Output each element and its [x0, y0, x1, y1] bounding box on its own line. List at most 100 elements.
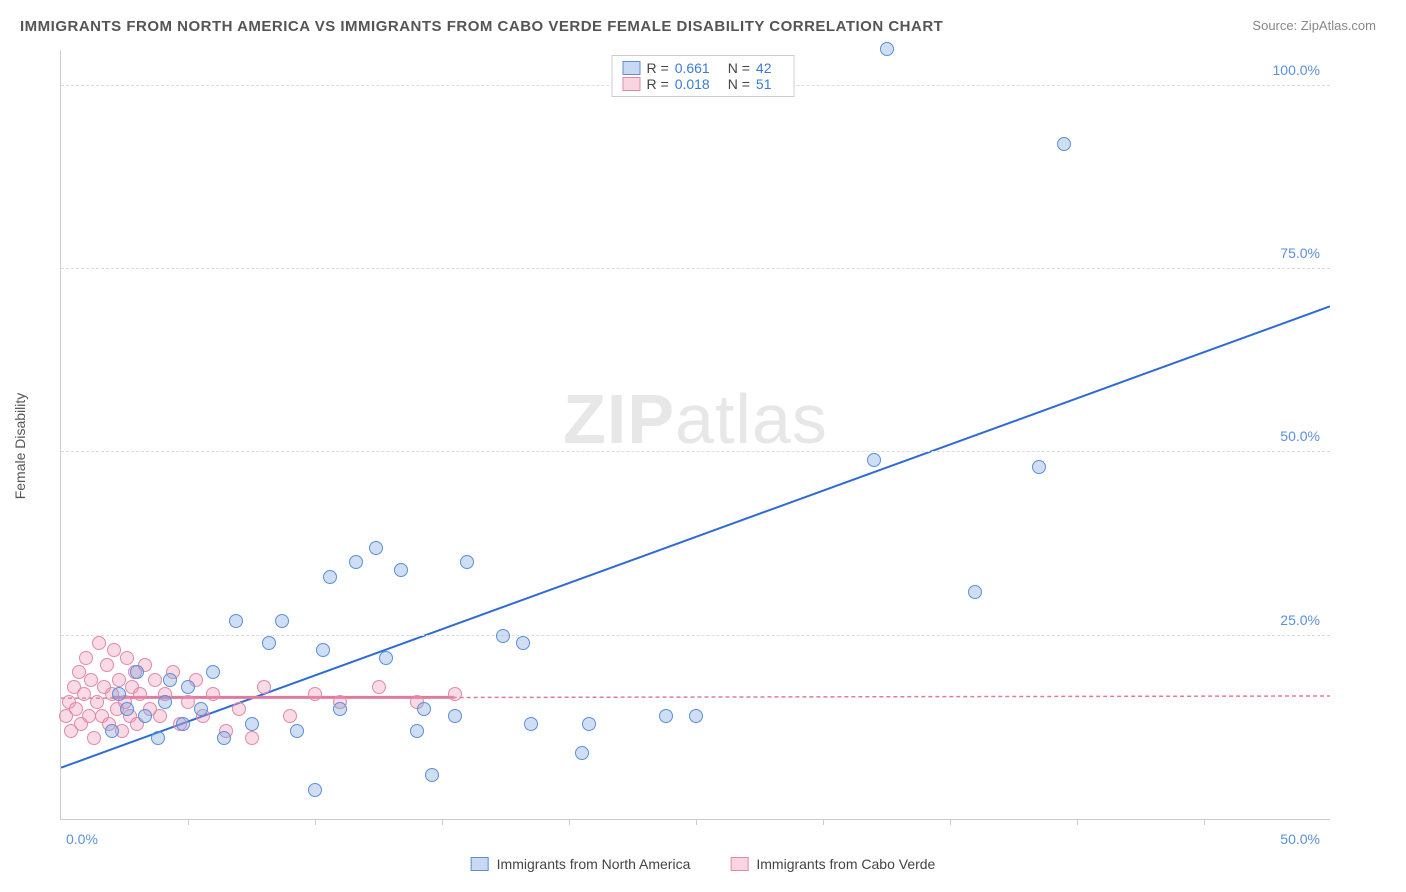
x-tick: [442, 819, 443, 825]
y-tick-label: 25.0%: [1280, 612, 1320, 628]
legend-swatch: [623, 61, 641, 75]
scatter-point-blue: [689, 709, 703, 723]
x-tick: [823, 819, 824, 825]
scatter-point-blue: [524, 717, 538, 731]
scatter-point-blue: [496, 629, 510, 643]
legend-r-label: R =: [647, 60, 669, 76]
scatter-point-pink: [79, 651, 93, 665]
legend-series-item: Immigrants from North America: [471, 856, 691, 872]
scatter-point-blue: [333, 702, 347, 716]
scatter-point-blue: [262, 636, 276, 650]
scatter-point-blue: [323, 570, 337, 584]
scatter-point-blue: [163, 673, 177, 687]
legend-r-value: 0.018: [675, 76, 710, 92]
scatter-point-blue: [460, 555, 474, 569]
scatter-point-pink: [87, 731, 101, 745]
scatter-point-blue: [425, 768, 439, 782]
scatter-point-blue: [867, 453, 881, 467]
scatter-point-pink: [206, 687, 220, 701]
scatter-point-blue: [1032, 460, 1046, 474]
legend-series-item: Immigrants from Cabo Verde: [730, 856, 935, 872]
scatter-point-blue: [308, 783, 322, 797]
source-link[interactable]: ZipAtlas.com: [1301, 18, 1376, 33]
scatter-point-blue: [659, 709, 673, 723]
source-label: Source:: [1252, 18, 1297, 33]
scatter-point-blue: [217, 731, 231, 745]
legend-n-label: N =: [728, 60, 750, 76]
scatter-point-blue: [245, 717, 259, 731]
scatter-point-blue: [181, 680, 195, 694]
legend-stats-row: R = 0.661 N = 42: [623, 60, 784, 76]
x-tick: [696, 819, 697, 825]
scatter-point-blue: [105, 724, 119, 738]
scatter-point-blue: [151, 731, 165, 745]
chart-title: IMMIGRANTS FROM NORTH AMERICA VS IMMIGRA…: [20, 18, 943, 35]
scatter-point-pink: [257, 680, 271, 694]
scatter-point-pink: [120, 651, 134, 665]
scatter-point-pink: [133, 687, 147, 701]
legend-swatch: [730, 857, 748, 871]
scatter-point-blue: [448, 709, 462, 723]
legend-r-label: R =: [647, 76, 669, 92]
x-axis-min-label: 0.0%: [66, 831, 98, 847]
legend-r-value: 0.661: [675, 60, 710, 76]
scatter-point-pink: [153, 709, 167, 723]
scatter-point-pink: [90, 695, 104, 709]
gridline: [61, 268, 1330, 269]
scatter-point-pink: [308, 687, 322, 701]
scatter-point-blue: [880, 42, 894, 56]
scatter-point-blue: [410, 724, 424, 738]
scatter-point-pink: [448, 687, 462, 701]
scatter-point-blue: [417, 702, 431, 716]
watermark-bold: ZIP: [563, 380, 675, 458]
scatter-point-blue: [120, 702, 134, 716]
scatter-point-pink: [232, 702, 246, 716]
legend-stats: R = 0.661 N = 42 R = 0.018 N = 51: [612, 55, 795, 97]
scatter-point-blue: [158, 695, 172, 709]
y-axis-label: Female Disability: [12, 393, 28, 500]
scatter-point-blue: [206, 665, 220, 679]
x-tick: [1204, 819, 1205, 825]
scatter-point-pink: [283, 709, 297, 723]
scatter-point-blue: [275, 614, 289, 628]
legend-n-value: 42: [756, 60, 772, 76]
gridline: [61, 451, 1330, 452]
scatter-point-pink: [100, 658, 114, 672]
legend-swatch: [471, 857, 489, 871]
scatter-point-blue: [138, 709, 152, 723]
x-tick: [950, 819, 951, 825]
trendlines-svg: [61, 50, 1330, 819]
scatter-point-blue: [349, 555, 363, 569]
legend-stats-row: R = 0.018 N = 51: [623, 76, 784, 92]
scatter-point-blue: [194, 702, 208, 716]
scatter-point-blue: [968, 585, 982, 599]
x-tick: [188, 819, 189, 825]
y-tick-label: 50.0%: [1280, 428, 1320, 444]
scatter-point-blue: [575, 746, 589, 760]
scatter-point-blue: [582, 717, 596, 731]
legend-series-label: Immigrants from Cabo Verde: [756, 856, 935, 872]
scatter-point-blue: [290, 724, 304, 738]
x-tick: [315, 819, 316, 825]
y-tick-label: 75.0%: [1280, 245, 1320, 261]
x-axis-max-label: 50.0%: [1280, 831, 1320, 847]
gridline: [61, 635, 1330, 636]
x-tick: [1077, 819, 1078, 825]
legend-series: Immigrants from North America Immigrants …: [471, 856, 936, 872]
scatter-point-blue: [394, 563, 408, 577]
scatter-point-blue: [369, 541, 383, 555]
scatter-point-pink: [148, 673, 162, 687]
scatter-point-pink: [92, 636, 106, 650]
legend-swatch: [623, 77, 641, 91]
legend-n-label: N =: [728, 76, 750, 92]
scatter-point-blue: [112, 687, 126, 701]
watermark-rest: atlas: [675, 380, 828, 458]
scatter-point-blue: [316, 643, 330, 657]
legend-n-value: 51: [756, 76, 772, 92]
x-tick: [569, 819, 570, 825]
watermark: ZIPatlas: [563, 379, 828, 459]
scatter-point-pink: [372, 680, 386, 694]
scatter-point-blue: [229, 614, 243, 628]
legend-series-label: Immigrants from North America: [497, 856, 691, 872]
y-tick-label: 100.0%: [1273, 62, 1320, 78]
